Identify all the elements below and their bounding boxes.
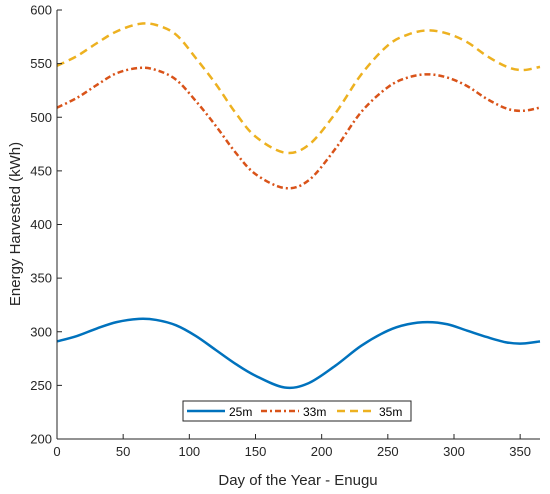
x-tick-label: 200 bbox=[311, 444, 333, 459]
y-tick-label: 350 bbox=[30, 271, 52, 286]
legend: 25m 33m 35m bbox=[182, 400, 412, 422]
legend-label-33m: 33m bbox=[303, 405, 326, 419]
y-tick-label: 600 bbox=[30, 3, 52, 18]
y-tick-label: 450 bbox=[30, 163, 52, 178]
series-line-25m bbox=[56, 317, 541, 390]
legend-label-25m: 25m bbox=[229, 405, 252, 419]
series-layer bbox=[56, 22, 541, 390]
y-tick-label: 300 bbox=[30, 324, 52, 339]
y-axis-label: Energy Harvested (kWh) bbox=[7, 142, 24, 306]
y-tick-label: 250 bbox=[30, 378, 52, 393]
y-tick-label: 400 bbox=[30, 217, 52, 232]
x-tick-label: 150 bbox=[245, 444, 267, 459]
x-tick-label: 50 bbox=[116, 444, 130, 459]
x-tick-label: 350 bbox=[509, 444, 531, 459]
x-axis-label: Day of the Year - Enugu bbox=[218, 472, 377, 489]
x-tick-label: 0 bbox=[53, 444, 60, 459]
y-tick-label: 200 bbox=[30, 432, 52, 447]
x-tick-label: 300 bbox=[443, 444, 465, 459]
plot-area bbox=[57, 10, 540, 439]
y-tick-label: 550 bbox=[30, 56, 52, 71]
legend-box bbox=[182, 400, 412, 422]
series-line-35m bbox=[56, 22, 541, 155]
y-tick-label: 500 bbox=[30, 110, 52, 125]
x-tick-label: 250 bbox=[377, 444, 399, 459]
series-line-33m bbox=[56, 66, 541, 190]
axes-layer: 0 50 100 150 200 250 300 350 200 250 300 350 400 450 5… bbox=[30, 3, 540, 459]
x-tick-label: 100 bbox=[178, 444, 200, 459]
legend-label-35m: 35m bbox=[379, 405, 402, 419]
